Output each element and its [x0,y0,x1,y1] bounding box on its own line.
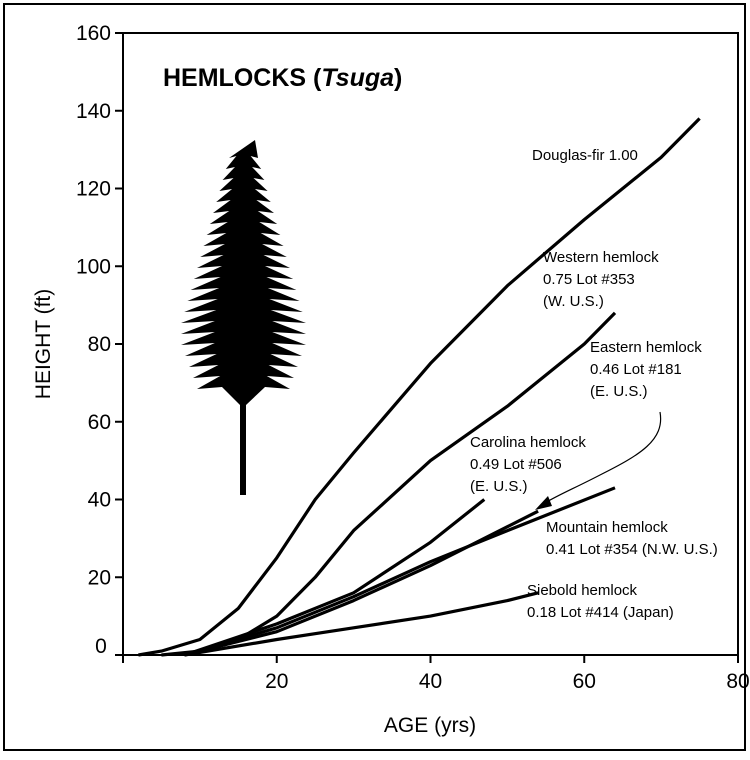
y-tick-label: 120 [76,178,111,201]
y-tick-label: 100 [76,255,111,278]
x-tick-label: 80 [726,670,749,693]
x-axis-label: AGE (yrs) [384,714,476,737]
tree-silhouette [181,140,306,495]
growth-curve [185,593,539,655]
pointer-arrow [545,412,661,503]
title-text: HEMLOCKS ( [163,64,322,92]
chart-title: HEMLOCKS (Tsuga) [163,64,402,92]
trunk [240,400,246,495]
series-label: Carolina hemlock [470,434,586,451]
series-label: Douglas-fir 1.00 [532,147,638,164]
growth-curve [185,511,539,655]
crown [181,140,306,405]
series-label: Siebold hemlock [527,582,638,599]
y-axis-label: HEIGHT (ft) [32,289,55,399]
chart: HEMLOCKS (Tsuga) AGE (yrs) HEIGHT (ft) 2… [0,0,750,755]
series-note: 0.18 Lot #414 (Japan) [527,604,674,621]
title-genus: Tsuga [321,64,394,92]
y-tick-label: 60 [88,411,111,434]
y-tick-label: 160 [76,22,111,45]
series-note: (W. U.S.) [543,293,604,310]
series-note: (E. U.S.) [590,383,648,400]
series-label: Western hemlock [543,249,659,266]
title-text: ) [394,64,402,92]
series-note: (E. U.S.) [470,478,528,495]
arrow-head [535,496,552,510]
series-note: 0.46 Lot #181 [590,361,682,378]
x-tick-label: 60 [573,670,596,693]
y-tick-label: 80 [88,333,111,356]
y-tick-label: 140 [76,100,111,123]
x-tick-label: 20 [265,670,288,693]
x-tick-label: 40 [419,670,442,693]
series-note: 0.41 Lot #354 (N.W. U.S.) [546,541,718,558]
y-tick-label: 40 [88,489,111,512]
x-tick-label: 0 [95,635,107,658]
series-note: 0.49 Lot #506 [470,456,562,473]
y-tick-label: 20 [88,566,111,589]
series-label: Mountain hemlock [546,519,668,536]
series-label: Eastern hemlock [590,339,702,356]
series-note: 0.75 Lot #353 [543,271,635,288]
growth-curve [185,488,616,655]
